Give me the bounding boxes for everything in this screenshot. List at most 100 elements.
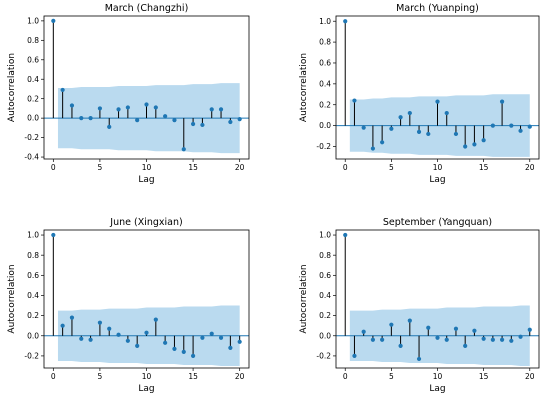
x-tick-label: 5: [389, 163, 394, 172]
acf-point-lag-1: [60, 87, 65, 93]
x-tick-label: 20: [525, 372, 535, 381]
acf-point-lag-5: [389, 126, 394, 131]
acf-point-lag-15: [190, 121, 196, 127]
acf-point-lag-11: [444, 110, 449, 116]
acf-point-lag-9: [135, 117, 140, 123]
y-tick-label: 0.8: [27, 251, 39, 260]
acf-point-lag-10: [435, 335, 440, 340]
y-tick-label: 0.6: [27, 55, 39, 64]
acf-point-lag-2: [361, 329, 366, 334]
x-tick-label: 0: [51, 163, 56, 172]
y-tick-label: 0.6: [27, 271, 39, 280]
y-tick-label: 0.2: [319, 311, 331, 320]
x-tick-label: 15: [188, 372, 198, 381]
acf-point-lag-5: [97, 106, 103, 111]
y-tick-label: 1.0: [27, 16, 39, 25]
acf-point-lag-6: [107, 124, 112, 129]
y-tick-label: -0.2: [24, 352, 39, 361]
chart-title: June (Xingxian): [109, 217, 182, 228]
x-tick-label: 5: [98, 372, 103, 381]
acf-point-lag-4: [88, 337, 93, 342]
x-tick-label: 10: [433, 372, 443, 381]
y-tick-label: 0.2: [319, 100, 331, 109]
acf-point-lag-6: [398, 343, 403, 348]
acf-point-lag-19: [228, 119, 233, 125]
acf-point-lag-4: [380, 337, 385, 342]
acf-point-lag-6: [398, 115, 403, 120]
acf-point-lag-8: [416, 356, 422, 362]
acf-point-lag-3: [370, 337, 376, 342]
acf-point-lag-15: [190, 353, 196, 359]
acf-point-lag-12: [163, 114, 168, 119]
acf-point-lag-1: [352, 353, 357, 359]
acf-point-lag-17: [209, 331, 214, 336]
acf-point-lag-18: [509, 338, 514, 343]
y-tick-label: 0.0: [319, 121, 331, 130]
acf-point-lag-14: [472, 142, 477, 147]
y-axis-label: Autocorrelation: [7, 264, 17, 333]
acf-point-lag-9: [426, 131, 431, 137]
x-tick-label: 15: [479, 372, 489, 381]
acf-point-lag-13: [172, 117, 177, 123]
acf-point-lag-20: [527, 124, 532, 129]
x-tick-label: 10: [142, 372, 152, 381]
chart-panel-3: 0 5 10 15 20 -0.2 0.0 0.2 0.4 0.6 0.8 1.0 June (Xing…: [7, 217, 250, 394]
acf-point-lag-13: [172, 346, 177, 351]
y-axis-label: Autocorrelation: [299, 53, 309, 122]
acf-point-lag-20: [237, 117, 242, 122]
acf-point-lag-7: [407, 110, 412, 116]
acf-point-lag-18: [218, 107, 224, 112]
acf-point-lag-8: [416, 129, 422, 134]
x-tick-label: 20: [235, 163, 245, 172]
acf-point-lag-0: [343, 19, 348, 24]
x-tick-label: 10: [142, 163, 152, 172]
y-tick-label: 0.0: [27, 114, 39, 123]
acf-point-lag-16: [490, 123, 495, 128]
x-tick-label: 15: [479, 163, 489, 172]
acf-point-lag-9: [426, 325, 431, 330]
acf-point-lag-1: [352, 98, 357, 103]
chart-title: March (Changzhi): [105, 3, 189, 14]
acf-point-lag-11: [153, 105, 158, 110]
acf-point-lag-19: [518, 334, 523, 339]
acf-point-lag-3: [370, 146, 376, 151]
acf-point-lag-7: [116, 107, 121, 112]
acf-point-lag-20: [527, 327, 532, 332]
acf-point-lag-14: [472, 328, 477, 333]
y-tick-label: 0.8: [27, 36, 39, 45]
x-axis-label: Lag: [429, 175, 445, 185]
y-tick-label: 0.2: [27, 311, 39, 320]
acf-point-lag-11: [444, 337, 449, 342]
x-tick-label: 10: [433, 163, 443, 172]
acf-point-lag-11: [153, 317, 158, 322]
x-tick-label: 0: [51, 372, 56, 381]
y-tick-label: 0.6: [319, 59, 331, 68]
y-tick-label: -0.4: [24, 153, 39, 162]
acf-point-lag-0: [343, 232, 348, 238]
acf-point-lag-5: [97, 320, 103, 325]
acf-point-lag-3: [79, 116, 84, 121]
acf-point-lag-7: [407, 318, 412, 323]
chart-title: March (Yuanping): [396, 3, 479, 14]
acf-point-lag-7: [116, 332, 121, 337]
acf-point-lag-13: [463, 144, 468, 149]
x-tick-label: 20: [235, 372, 245, 381]
y-tick-label: 1.0: [319, 17, 331, 26]
acf-point-lag-0: [51, 18, 56, 23]
acf-point-lag-16: [490, 337, 495, 342]
y-tick-label: 0.0: [27, 331, 39, 340]
chart-title: September (Yangquan): [383, 217, 492, 228]
acf-point-lag-19: [228, 345, 233, 350]
acf-point-lag-16: [200, 122, 205, 128]
acf-point-lag-4: [380, 140, 385, 145]
y-tick-label: 0.8: [319, 251, 331, 260]
acf-point-lag-3: [79, 336, 84, 341]
x-axis-label: Lag: [138, 384, 154, 394]
y-axis-label: Autocorrelation: [7, 53, 17, 122]
acf-point-lag-6: [107, 326, 112, 331]
acf-point-lag-8: [125, 105, 130, 110]
acf-point-lag-17: [209, 107, 214, 112]
y-tick-label: 0.4: [27, 291, 39, 300]
x-tick-label: 0: [343, 163, 348, 172]
acf-point-lag-10: [435, 99, 440, 104]
